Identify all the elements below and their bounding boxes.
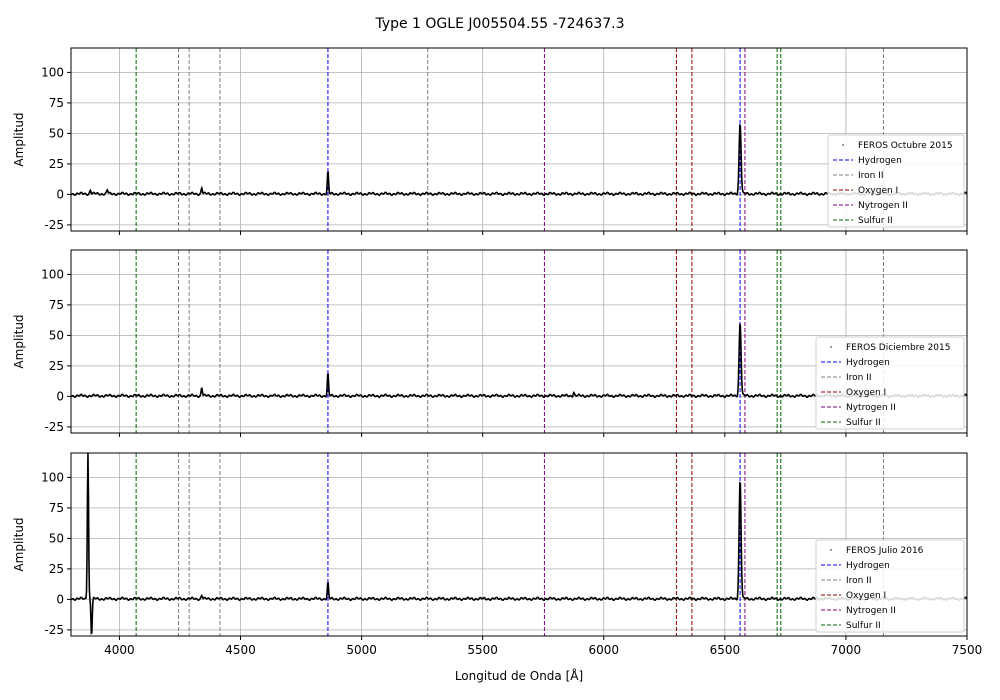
- legend-marker: [842, 144, 844, 146]
- legend: FEROS Diciembre 2015 Hydrogen Iron II Oxyge…: [815, 336, 965, 430]
- spectrum-series: [71, 123, 967, 197]
- legend-box: [815, 336, 965, 430]
- x-tick-label: 7000: [831, 643, 862, 657]
- legend-entry-label: FEROS Octubre 2015: [858, 141, 953, 151]
- y-tick-label: 0: [56, 592, 64, 606]
- panel-2: -25 0 25 50 75 100 Amplitud FEROS Diciembre 201…: [12, 249, 968, 437]
- x-axis-label: Longitud de Onda [Å]: [455, 668, 583, 683]
- legend-marker: [830, 549, 832, 551]
- y-axis-label: Amplitud: [12, 517, 26, 571]
- y-tick-label: 50: [49, 126, 64, 140]
- legend-entry-label: FEROS Diciembre 2015: [846, 343, 950, 353]
- legend-entry-label: Iron II: [858, 171, 884, 181]
- x-tick-label: 5500: [467, 643, 498, 657]
- chart-title: Type 1 OGLE J005504.55 -724637.3: [374, 16, 624, 32]
- y-tick-label: -25: [44, 420, 64, 434]
- legend-entry-label: FEROS Julio 2016: [846, 546, 924, 556]
- plot-frame: [70, 249, 968, 434]
- y-tick-label: 100: [41, 470, 64, 484]
- legend-entry-label: Oxygen I: [846, 591, 886, 601]
- panel-1: -25 0 25 50 75 100 Amplitud FEROS Octubre 2015 H…: [12, 47, 968, 235]
- y-tick-label: -25: [44, 218, 64, 232]
- legend-entry-label: Iron II: [846, 373, 872, 383]
- y-axis-label: Amplitud: [12, 112, 26, 166]
- panels: -25 0 25 50 75 100 Amplitud FEROS Octubre 2015 H…: [12, 47, 983, 657]
- y-tick-label: 100: [41, 65, 64, 79]
- legend-box: [815, 539, 965, 633]
- legend-entry-label: Hydrogen: [858, 156, 902, 166]
- legend-entry-label: Hydrogen: [846, 358, 890, 368]
- reference-lines: [135, 250, 884, 433]
- y-tick-label: 25: [49, 157, 64, 171]
- y-tick-label: 75: [49, 96, 64, 110]
- legend-entry-label: Sulfur II: [858, 216, 893, 226]
- y-tick-label: 75: [49, 501, 64, 515]
- legend-entry-label: Sulfur II: [846, 418, 881, 428]
- legend-entry-label: Nytrogen II: [846, 606, 896, 616]
- legend-entry-label: Oxygen I: [858, 186, 898, 196]
- x-tick-label: 5000: [346, 643, 377, 657]
- legend-entry-label: Oxygen I: [846, 388, 886, 398]
- legend-entry-label: Sulfur II: [846, 621, 881, 631]
- legend: FEROS Octubre 2015 Hydrogen Iron II Oxygen …: [827, 134, 965, 228]
- y-tick-label: 0: [56, 389, 64, 403]
- y-axis-label: Amplitud: [12, 314, 26, 368]
- legend-box: [827, 134, 965, 228]
- y-tick-label: 75: [49, 298, 64, 312]
- y-tick-label: 0: [56, 187, 64, 201]
- x-tick-label: 7500: [952, 643, 983, 657]
- x-tick-label: 6500: [710, 643, 741, 657]
- legend-entry-label: Iron II: [846, 576, 872, 586]
- panel-3: -25 0 25 50 75 100 4000 4500 5000 5500 6000 6500 700…: [12, 452, 983, 657]
- y-tick-label: 50: [49, 328, 64, 342]
- y-tick-label: 25: [49, 359, 64, 373]
- y-tick-label: 100: [41, 267, 64, 281]
- y-tick-label: 25: [49, 562, 64, 576]
- y-tick-label: -25: [44, 623, 64, 637]
- reference-lines: [135, 48, 884, 231]
- y-tick-label: 50: [49, 531, 64, 545]
- legend-entry-label: Nytrogen II: [846, 403, 896, 413]
- x-tick-label: 4500: [225, 643, 256, 657]
- plot-frame: [70, 452, 968, 637]
- legend-entry-label: Nytrogen II: [858, 201, 908, 211]
- legend-marker: [830, 346, 832, 348]
- legend-entry-label: Hydrogen: [846, 561, 890, 571]
- x-tick-label: 4000: [104, 643, 135, 657]
- x-tick-label: 6000: [588, 643, 619, 657]
- legend: FEROS Julio 2016 Hydrogen Iron II Oxygen I N…: [815, 539, 965, 633]
- plot-frame: [70, 47, 968, 232]
